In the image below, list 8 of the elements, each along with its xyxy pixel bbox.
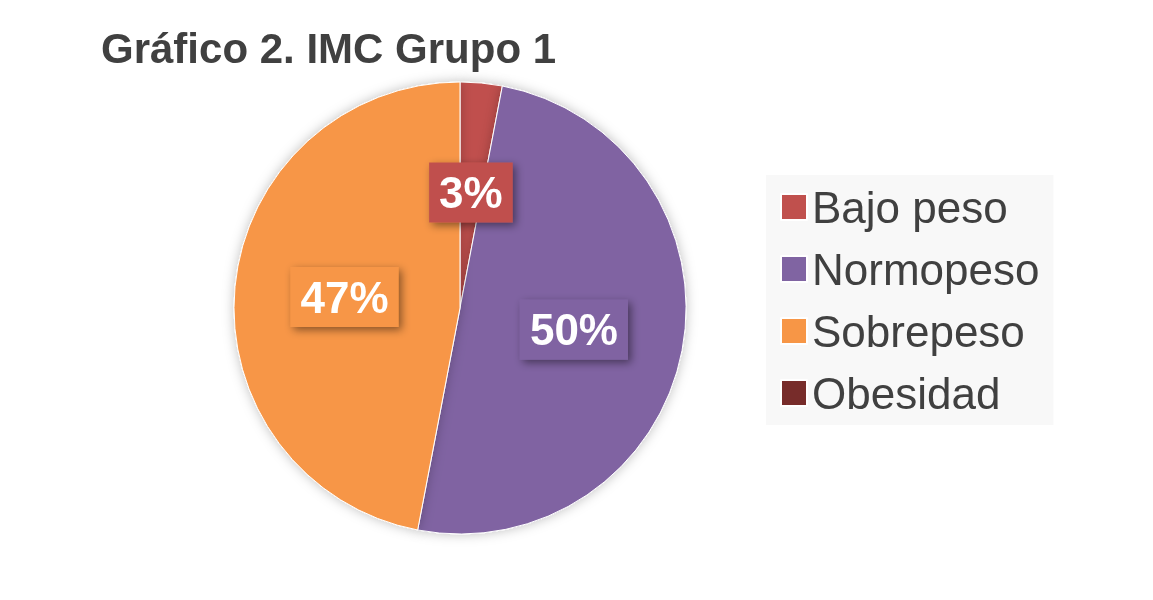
legend-label: Sobrepeso: [812, 306, 1025, 356]
data-label: 3%: [439, 168, 503, 218]
legend-label: Bajo peso: [812, 182, 1008, 232]
data-label: 50%: [529, 305, 618, 355]
data-label: 47%: [300, 272, 389, 322]
legend-label: Obesidad: [812, 368, 1001, 418]
legend-label: Normopeso: [812, 244, 1040, 294]
chart-title: Gráfico 2. IMC Grupo 1: [101, 24, 557, 72]
